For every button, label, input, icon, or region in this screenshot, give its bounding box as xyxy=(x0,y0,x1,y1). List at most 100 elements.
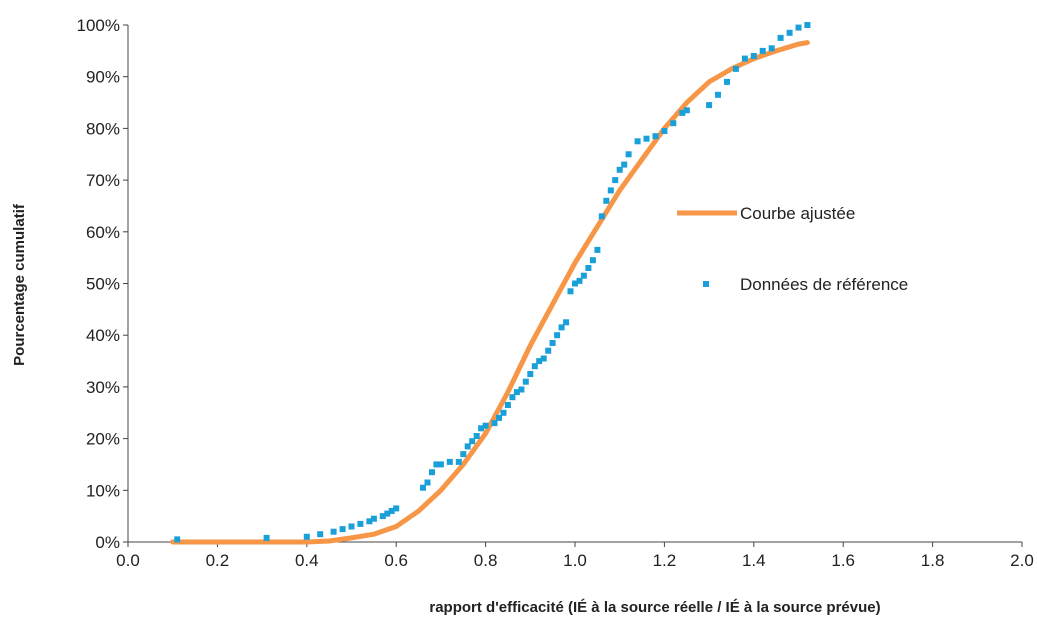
reference-data-point xyxy=(625,151,632,158)
reference-data-point xyxy=(482,422,489,429)
x-tick-label: 0.6 xyxy=(384,551,408,570)
reference-data-point xyxy=(536,358,543,365)
reference-data-point xyxy=(567,288,574,295)
y-tick-label: 30% xyxy=(86,378,120,397)
reference-data-point xyxy=(612,177,619,184)
reference-data-point xyxy=(750,53,757,59)
reference-data-point xyxy=(549,340,556,346)
reference-data-point xyxy=(545,347,552,354)
reference-data-point xyxy=(433,461,440,468)
reference-data-point xyxy=(706,102,713,109)
x-tick-label: 0.0 xyxy=(116,551,140,570)
reference-data-point xyxy=(652,133,659,140)
reference-data-point xyxy=(768,45,775,52)
reference-data-point xyxy=(795,24,802,31)
reference-data-point xyxy=(732,65,739,72)
x-tick-label: 0.8 xyxy=(474,551,498,570)
reference-data-point xyxy=(429,469,435,476)
reference-data-point xyxy=(522,378,529,385)
reference-data-point xyxy=(679,109,686,116)
reference-data-point xyxy=(759,47,766,54)
reference-data-point xyxy=(531,363,538,370)
fitted-curve-line xyxy=(170,40,810,545)
reference-data-point xyxy=(554,332,561,339)
reference-data-point xyxy=(804,22,811,28)
reference-data-point xyxy=(464,443,471,450)
reference-data-point xyxy=(496,414,502,421)
reference-data-point xyxy=(598,213,605,220)
legend-marker-swatch xyxy=(703,281,709,287)
reference-data-point xyxy=(366,518,373,525)
reference-data-point xyxy=(616,166,623,173)
reference-data-point xyxy=(607,187,614,194)
reference-data-point xyxy=(424,479,431,486)
reference-data-point xyxy=(585,265,592,271)
y-tick-label: 90% xyxy=(86,68,120,87)
reference-data-point xyxy=(509,394,516,401)
y-tick-label: 100% xyxy=(77,16,120,35)
y-tick-label: 50% xyxy=(86,275,120,294)
reference-data-point xyxy=(527,371,534,377)
x-tick-label: 1.6 xyxy=(831,551,855,570)
x-tick-label: 1.4 xyxy=(742,551,766,570)
reference-data-point xyxy=(741,55,748,62)
x-tick-labels: 0.0 0.2 0.4 0.6 0.8 1.0 1.2 1.4 1.6 1.8 2.0 xyxy=(116,551,1034,570)
reference-data-point xyxy=(589,257,596,264)
y-tick-label: 40% xyxy=(86,326,120,345)
reference-data-point xyxy=(558,324,565,331)
reference-data-point xyxy=(594,246,601,253)
reference-data-point xyxy=(393,505,400,512)
reference-data-point xyxy=(303,533,310,540)
y-tick-labels: 0% 10% 20% 30% 40% 50% 60% 70% 80% 90% 100% xyxy=(77,16,120,552)
reference-data-point xyxy=(174,536,181,543)
reference-data-point xyxy=(572,280,578,287)
reference-data-point xyxy=(518,386,525,393)
legend-label-reference-data: Données de référence xyxy=(740,275,908,294)
reference-data-point xyxy=(388,508,395,514)
reference-data-point xyxy=(643,135,650,142)
reference-data-point xyxy=(540,355,547,362)
x-tick-label: 1.2 xyxy=(653,551,677,570)
reference-data-point xyxy=(683,107,690,114)
reference-data-point xyxy=(478,425,485,432)
reference-data-point xyxy=(563,319,570,326)
reference-data-point xyxy=(576,277,583,284)
reference-data-point xyxy=(357,520,364,527)
reference-data-point xyxy=(715,91,721,98)
reference-data-point xyxy=(786,29,793,36)
reference-data-point xyxy=(384,510,391,517)
x-axis-title: rapport d'efficacité (IÉ à la source rée… xyxy=(429,599,880,616)
reference-data-point xyxy=(513,389,520,396)
plot-series xyxy=(170,22,811,545)
reference-data-point xyxy=(455,458,462,465)
x-tick-label: 2.0 xyxy=(1010,551,1034,570)
reference-data-point xyxy=(330,528,337,535)
reference-data-point xyxy=(580,272,587,279)
y-tick-label: 70% xyxy=(86,171,120,190)
x-tick-label: 1.0 xyxy=(563,551,587,570)
y-axis-title: Pourcentage cumulatif xyxy=(11,203,28,366)
legend: Courbe ajustée Données de référence xyxy=(677,204,908,294)
reference-data-point xyxy=(500,409,507,416)
y-tick-label: 0% xyxy=(95,533,120,552)
y-tick-label: 20% xyxy=(86,430,120,449)
reference-data-point xyxy=(339,526,346,533)
reference-data-point xyxy=(504,402,511,408)
x-tick-label: 0.2 xyxy=(206,551,230,570)
reference-data-point xyxy=(370,515,377,522)
reference-data-point xyxy=(621,161,628,168)
y-tick-label: 60% xyxy=(86,223,120,242)
reference-data-point xyxy=(348,523,355,530)
reference-data-point xyxy=(317,531,324,538)
x-tick-label: 1.8 xyxy=(921,551,945,570)
reference-data-point xyxy=(473,433,480,439)
reference-data-point xyxy=(379,513,386,520)
x-tick-label: 0.4 xyxy=(295,551,319,570)
reference-data-point xyxy=(263,534,270,541)
reference-data-point xyxy=(491,420,498,427)
reference-data-point xyxy=(469,438,476,445)
reference-data-point xyxy=(670,120,677,127)
reference-data-point xyxy=(603,197,610,204)
reference-data-point xyxy=(420,484,426,491)
